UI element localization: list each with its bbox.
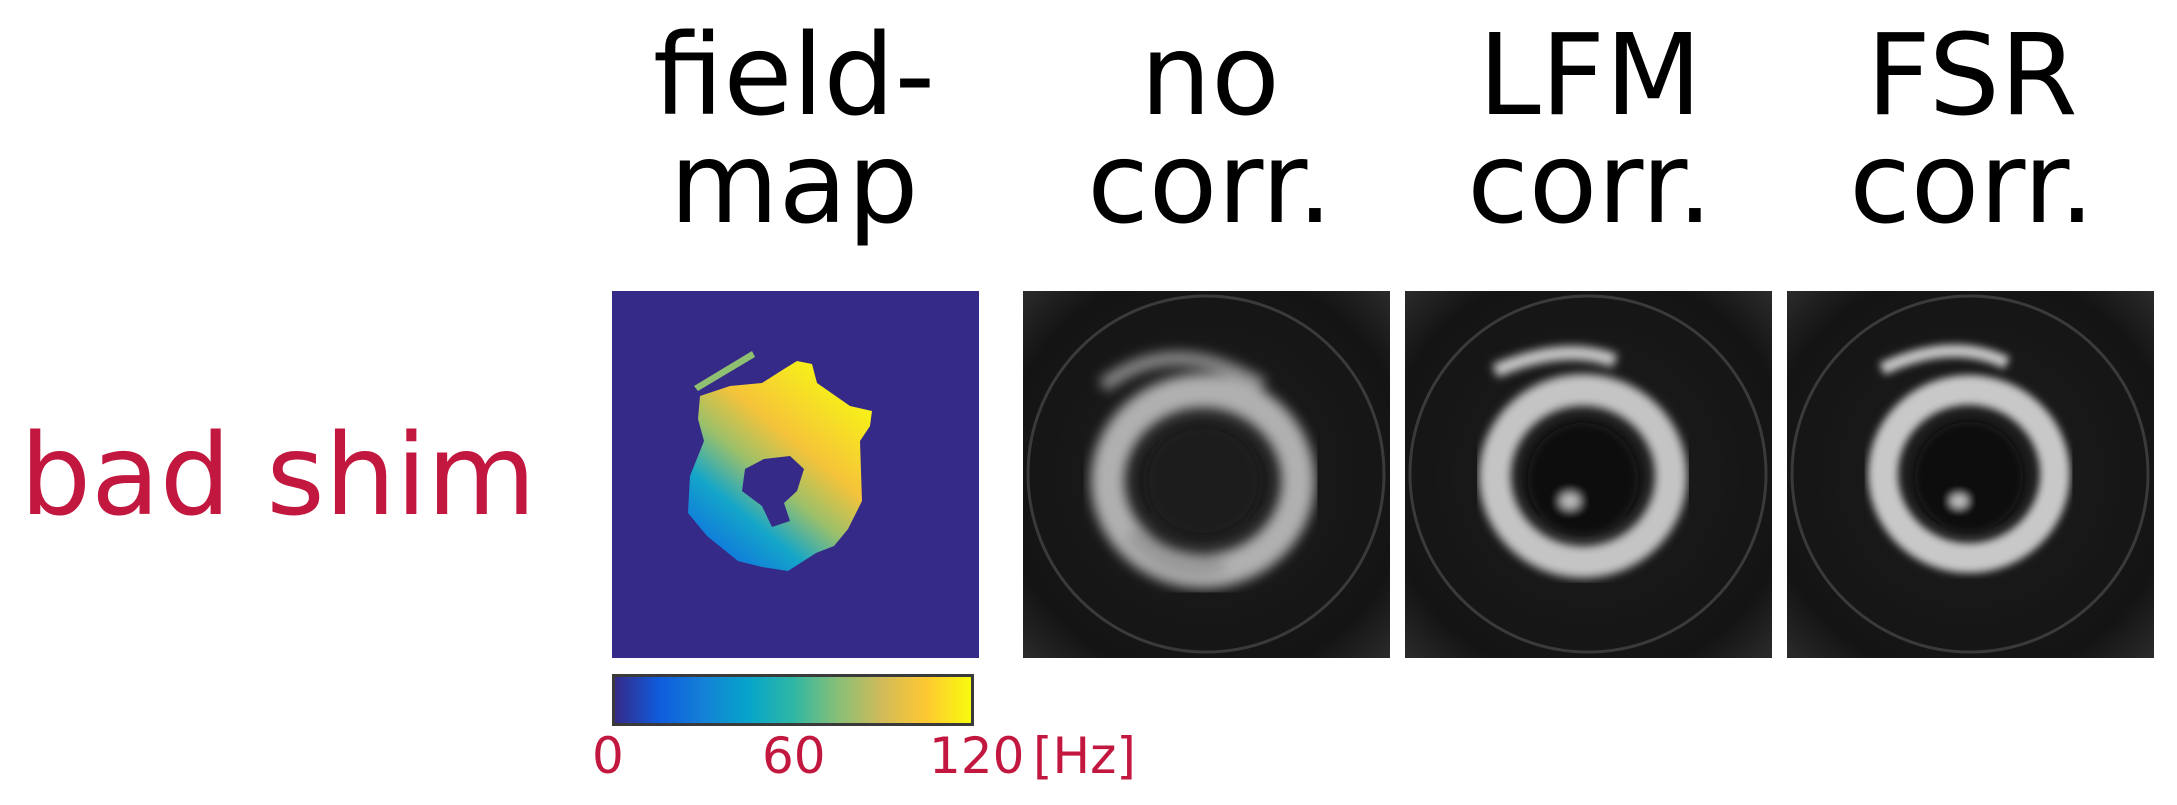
image-fsr-correction	[1787, 291, 2154, 658]
image-no-correction	[1023, 291, 1390, 658]
row-label: bad shim	[20, 411, 536, 541]
column-title-fsr-corr: FSR corr.	[1849, 11, 2095, 249]
fieldmap-image	[612, 291, 979, 658]
colorbar-unit: [Hz]	[1033, 727, 1136, 785]
column-title-lfm-corr: LFM corr.	[1467, 11, 1713, 249]
colorbar	[612, 674, 974, 726]
colorbar-tick-0: 0	[592, 727, 624, 785]
colorbar-tick-60: 60	[762, 727, 826, 785]
column-title-no-corr: no corr.	[1087, 11, 1333, 249]
image-lfm-correction	[1405, 291, 1772, 658]
colorbar-tick-120: 120	[929, 727, 1025, 785]
column-title-fieldmap: field- map	[652, 11, 936, 249]
